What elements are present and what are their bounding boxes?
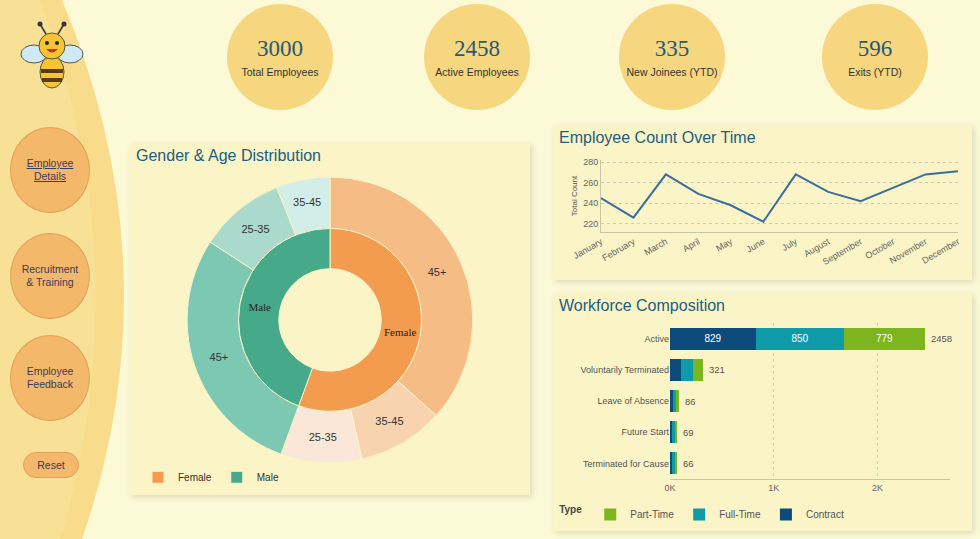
html-text:Employee Details: Employee Details xyxy=(26,157,74,182)
svg-text:April: April xyxy=(681,236,702,254)
html-text:Workforce Composition: Workforce Composition xyxy=(559,297,725,314)
svg-text:45+: 45+ xyxy=(428,266,447,278)
html-text:Active Employees: Active Employees xyxy=(435,66,519,78)
svg-text:69: 69 xyxy=(683,427,694,438)
svg-text:January: January xyxy=(572,236,605,261)
html-text:Total Employees: Total Employees xyxy=(241,66,319,78)
svg-text:779: 779 xyxy=(876,333,893,344)
html-text:Gender & Age Distribution: Gender & Age Distribution xyxy=(136,147,321,164)
svg-text:Male: Male xyxy=(257,472,279,483)
svg-text:850: 850 xyxy=(791,333,808,344)
html-text:335: 335 xyxy=(654,36,690,61)
svg-text:Type: Type xyxy=(559,504,582,515)
svg-text:November: November xyxy=(888,236,929,265)
svg-text:25-35: 25-35 xyxy=(309,431,337,443)
svg-text:March: March xyxy=(642,236,669,257)
svg-text:Full-Time: Full-Time xyxy=(719,509,761,520)
svg-text:45+: 45+ xyxy=(210,351,229,363)
svg-text:Contract: Contract xyxy=(806,509,844,520)
svg-text:240: 240 xyxy=(583,198,598,208)
svg-text:Voluntarily Terminated: Voluntarily Terminated xyxy=(581,365,669,375)
svg-text:1K: 1K xyxy=(768,483,779,493)
html-text:2458: 2458 xyxy=(454,36,500,61)
svg-text:Part-Time: Part-Time xyxy=(630,509,674,520)
svg-text:220: 220 xyxy=(583,219,598,229)
html-text:Exits (YTD): Exits (YTD) xyxy=(848,66,902,78)
svg-text:Total Count: Total Count xyxy=(570,175,579,216)
svg-text:September: September xyxy=(821,236,864,267)
svg-text:October: October xyxy=(864,236,897,261)
svg-text:Female: Female xyxy=(178,472,212,483)
svg-text:July: July xyxy=(780,236,799,253)
svg-text:260: 260 xyxy=(583,178,598,188)
svg-text:August: August xyxy=(802,236,832,259)
svg-text:December: December xyxy=(920,236,961,265)
svg-text:Future Start: Future Start xyxy=(621,427,669,437)
svg-text:2458: 2458 xyxy=(931,333,952,344)
html-text:New Joinees (YTD): New Joinees (YTD) xyxy=(626,66,718,78)
svg-text:June: June xyxy=(745,236,767,254)
html-text:3000: 3000 xyxy=(257,36,303,61)
svg-text:35-45: 35-45 xyxy=(293,196,321,208)
svg-text:280: 280 xyxy=(583,157,598,167)
svg-text:321: 321 xyxy=(709,364,725,375)
svg-text:Leave of Absence: Leave of Absence xyxy=(597,396,669,406)
html-text:Recruitment & Training: Recruitment & Training xyxy=(21,263,79,288)
html-text:Employee Count Over Time: Employee Count Over Time xyxy=(559,129,756,146)
svg-text:86: 86 xyxy=(685,396,696,407)
svg-text:Male: Male xyxy=(248,301,271,313)
svg-text:0K: 0K xyxy=(664,483,675,493)
svg-text:2K: 2K xyxy=(872,483,883,493)
svg-text:829: 829 xyxy=(704,333,721,344)
svg-text:Terminated for Cause: Terminated for Cause xyxy=(583,459,669,469)
svg-text:Active: Active xyxy=(644,334,669,344)
svg-text:35-45: 35-45 xyxy=(375,415,403,427)
svg-text:25-35: 25-35 xyxy=(241,223,269,235)
html-text:596: 596 xyxy=(857,36,893,61)
html-text:Employee Feedback: Employee Feedback xyxy=(26,365,74,390)
html-text:Reset: Reset xyxy=(37,458,65,471)
svg-text:February: February xyxy=(601,236,638,263)
svg-text:66: 66 xyxy=(683,458,694,469)
svg-text:May: May xyxy=(714,236,734,253)
svg-text:Female: Female xyxy=(384,326,416,338)
